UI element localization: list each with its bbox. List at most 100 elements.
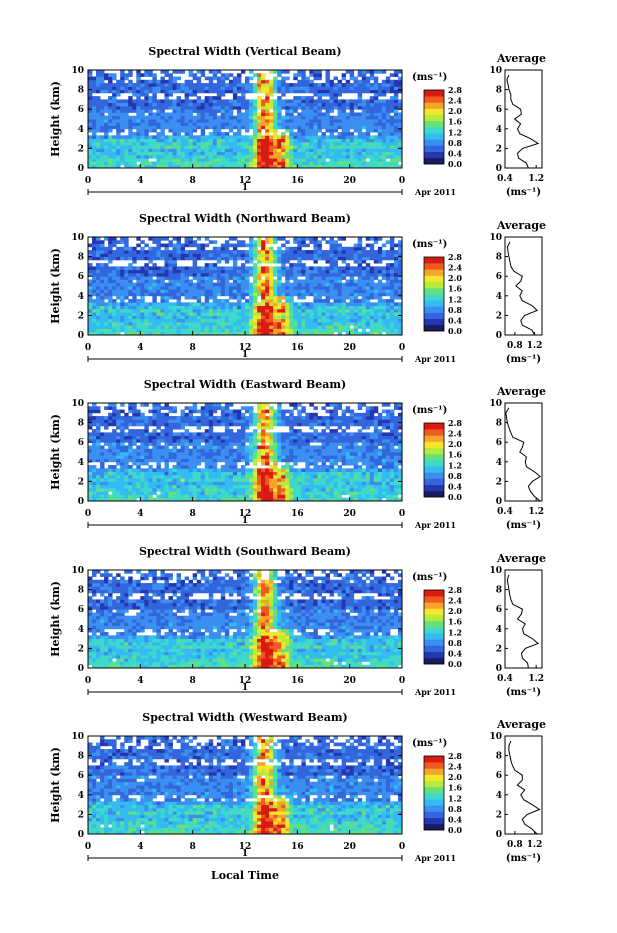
heatmap-cell — [201, 86, 205, 90]
heatmap-cell — [140, 129, 144, 133]
heatmap-cell — [346, 99, 350, 103]
heatmap-cell — [309, 289, 313, 293]
heatmap-cell — [354, 283, 358, 287]
heatmap-cell — [181, 312, 185, 316]
heatmap-cell — [362, 257, 366, 261]
heatmap-cell — [116, 293, 120, 297]
heatmap-cell — [148, 302, 152, 306]
heatmap-cell — [88, 73, 92, 77]
heatmap-cell — [96, 423, 100, 427]
heatmap-cell — [185, 449, 189, 453]
heatmap-cell — [164, 413, 168, 417]
heatmap-cell — [205, 325, 209, 329]
heatmap-cell — [128, 328, 132, 332]
heatmap-cell — [213, 266, 217, 270]
heatmap-cell — [277, 116, 281, 120]
heatmap-cell — [382, 250, 386, 254]
heatmap-cell — [124, 135, 128, 139]
heatmap-cell — [189, 419, 193, 423]
heatmap-cell — [213, 276, 217, 280]
heatmap-cell — [173, 475, 177, 479]
heatmap-cell — [346, 257, 350, 261]
heatmap-cell — [261, 122, 265, 126]
heatmap-cell — [390, 322, 394, 326]
heatmap-cell — [193, 244, 197, 248]
heatmap-cell — [273, 253, 277, 257]
heatmap-cell — [160, 439, 164, 443]
heatmap-cell — [100, 436, 104, 440]
heatmap-cell — [209, 289, 213, 293]
heatmap-cell — [326, 306, 330, 310]
heatmap-cell — [334, 296, 338, 300]
heatmap-cell — [317, 315, 321, 319]
heatmap-cell — [140, 240, 144, 244]
heatmap-cell — [217, 106, 221, 110]
heatmap-cell — [321, 250, 325, 254]
heatmap-cell — [326, 283, 330, 287]
heatmap-cell — [309, 126, 313, 130]
heatmap-cell — [128, 475, 132, 479]
heatmap-cell — [378, 289, 382, 293]
heatmap-cell — [173, 302, 177, 306]
heatmap-cell — [281, 289, 285, 293]
heatmap-cell — [313, 116, 317, 120]
heatmap-cell — [173, 410, 177, 414]
heatmap-cell — [334, 122, 338, 126]
heatmap-cell — [148, 494, 152, 498]
heatmap-cell — [164, 244, 168, 248]
heatmap-cell — [160, 86, 164, 90]
heatmap-cell — [173, 270, 177, 274]
heatmap-cell — [160, 309, 164, 313]
heatmap-cell — [185, 109, 189, 113]
heatmap-cell — [229, 276, 233, 280]
heatmap-cell — [289, 106, 293, 110]
heatmap-cell — [164, 423, 168, 427]
heatmap-cell — [120, 459, 124, 463]
heatmap-cell — [394, 70, 398, 74]
heatmap-cell — [330, 116, 334, 120]
heatmap-cell — [189, 237, 193, 241]
heatmap-cell — [128, 439, 132, 443]
heatmap-cell — [362, 260, 366, 264]
heatmap-cell — [229, 103, 233, 107]
heatmap-cell — [193, 253, 197, 257]
heatmap-cell — [273, 273, 277, 277]
heatmap-cell — [136, 253, 140, 257]
heatmap-cell — [205, 276, 209, 280]
heatmap-cell — [100, 270, 104, 274]
heatmap-cell — [124, 116, 128, 120]
heatmap-cell — [342, 312, 346, 316]
heatmap-cell — [169, 126, 173, 130]
heatmap-cell — [201, 132, 205, 136]
heatmap-cell — [164, 103, 168, 107]
heatmap-cell — [92, 478, 96, 482]
heatmap-cell — [92, 449, 96, 453]
heatmap-cell — [342, 299, 346, 303]
heatmap-cell — [346, 325, 350, 329]
heatmap-cell — [185, 472, 189, 476]
heatmap-cell — [197, 103, 201, 107]
heatmap-cell — [305, 325, 309, 329]
heatmap-cell — [100, 439, 104, 443]
heatmap-cell — [321, 302, 325, 306]
heatmap-cell — [177, 315, 181, 319]
heatmap — [88, 237, 402, 335]
heatmap-cell — [104, 126, 108, 130]
date-label: Apr 2011 — [414, 354, 456, 364]
heatmap-cell — [140, 250, 144, 254]
heatmap-cell — [382, 142, 386, 146]
avg-y-tick-label: 2 — [496, 144, 502, 154]
heatmap-cell — [132, 106, 136, 110]
heatmap-cell — [249, 83, 253, 87]
heatmap-cell — [169, 286, 173, 290]
heatmap-cell — [285, 155, 289, 159]
heatmap-cell — [342, 250, 346, 254]
heatmap-cell — [144, 161, 148, 165]
heatmap-cell — [108, 112, 112, 116]
heatmap-cell — [289, 299, 293, 303]
heatmap-cell — [140, 161, 144, 165]
heatmap-cell — [253, 109, 257, 113]
heatmap-cell — [209, 122, 213, 126]
heatmap-cell — [374, 270, 378, 274]
heatmap-cell — [185, 488, 189, 492]
